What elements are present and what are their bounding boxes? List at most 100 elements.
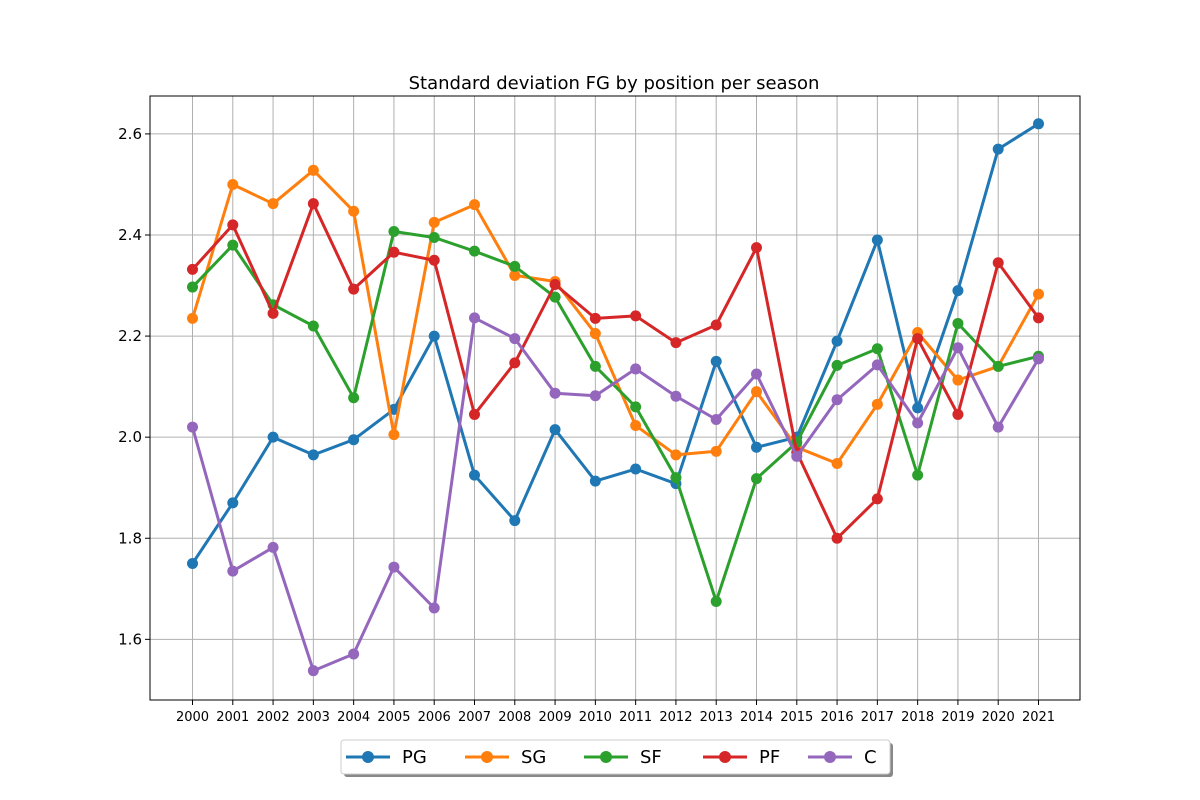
grid-layer bbox=[150, 96, 1080, 700]
data-point bbox=[307, 164, 319, 176]
data-point bbox=[187, 263, 198, 275]
data-point bbox=[831, 335, 843, 347]
data-point bbox=[267, 431, 279, 443]
data-point bbox=[670, 390, 682, 402]
data-point bbox=[469, 245, 480, 257]
data-point bbox=[348, 205, 360, 217]
data-point bbox=[630, 363, 642, 375]
x-tick-label: 2000 bbox=[176, 710, 209, 725]
x-tick-label: 2018 bbox=[901, 710, 934, 725]
data-point bbox=[751, 473, 762, 485]
data-point bbox=[348, 392, 360, 404]
data-point bbox=[388, 561, 400, 573]
x-tick-label: 2014 bbox=[740, 710, 773, 725]
y-tick-label: 1.6 bbox=[118, 630, 142, 648]
data-point bbox=[589, 475, 601, 487]
data-point bbox=[871, 359, 883, 371]
data-point bbox=[428, 216, 440, 228]
x-tick-label: 2007 bbox=[458, 710, 491, 725]
x-tick-label: 2012 bbox=[659, 710, 692, 725]
data-point bbox=[267, 198, 279, 210]
series-c bbox=[187, 312, 1044, 677]
series-line bbox=[191, 202, 1040, 540]
data-point bbox=[992, 143, 1004, 155]
data-point bbox=[751, 242, 762, 254]
data-point bbox=[348, 283, 360, 295]
chart-title: Standard deviation FG by position per se… bbox=[409, 73, 820, 94]
x-axis: 2000 2001 2002 2003 2004 2005 2006 2007 2008 2009… bbox=[176, 700, 1055, 725]
data-point bbox=[831, 532, 843, 544]
data-point bbox=[710, 445, 722, 457]
data-point bbox=[187, 558, 198, 570]
data-point bbox=[307, 449, 319, 461]
y-tick-label: 2.6 bbox=[118, 125, 142, 143]
data-point bbox=[871, 234, 883, 246]
data-point bbox=[710, 413, 722, 425]
data-point bbox=[187, 421, 198, 433]
x-tick-label: 2005 bbox=[377, 710, 410, 725]
data-point bbox=[428, 602, 440, 614]
series-layer bbox=[187, 118, 1044, 677]
series-sf bbox=[187, 225, 1044, 607]
data-point bbox=[227, 178, 239, 190]
legend-label: SF bbox=[640, 747, 662, 768]
data-point bbox=[912, 417, 924, 429]
data-point bbox=[589, 360, 601, 372]
series-line bbox=[191, 168, 1040, 465]
data-point bbox=[630, 401, 642, 413]
data-point bbox=[589, 328, 601, 340]
series-pf bbox=[187, 198, 1044, 544]
data-point bbox=[992, 360, 1004, 372]
y-axis: 1.6 1.8 2.0 2.2 2.4 2.6 bbox=[118, 125, 150, 648]
legend-item-sf: SF bbox=[584, 747, 662, 768]
data-point bbox=[912, 469, 924, 481]
data-point bbox=[307, 320, 319, 332]
data-point bbox=[348, 648, 360, 660]
x-tick-label: 2020 bbox=[982, 710, 1015, 725]
legend-marker bbox=[600, 751, 612, 763]
y-tick-label: 2.2 bbox=[118, 327, 142, 345]
data-point bbox=[710, 319, 722, 331]
data-point bbox=[589, 312, 601, 324]
data-point bbox=[307, 665, 319, 677]
x-tick-label: 2010 bbox=[579, 710, 612, 725]
data-point bbox=[469, 312, 480, 324]
data-point bbox=[509, 260, 521, 272]
x-tick-label: 2009 bbox=[539, 710, 572, 725]
data-point bbox=[952, 317, 964, 329]
data-point bbox=[469, 199, 480, 211]
data-point bbox=[831, 394, 843, 406]
data-point bbox=[428, 254, 440, 266]
data-point bbox=[187, 312, 198, 324]
data-point bbox=[267, 307, 279, 319]
x-tick-label: 2002 bbox=[257, 710, 290, 725]
data-point bbox=[549, 424, 561, 436]
data-point bbox=[227, 239, 239, 251]
data-point bbox=[388, 225, 400, 237]
data-point bbox=[952, 285, 964, 297]
y-tick-label: 2.0 bbox=[118, 428, 142, 446]
data-point bbox=[509, 333, 521, 345]
legend-item-sg: SG bbox=[465, 747, 546, 768]
legend-marker bbox=[824, 751, 836, 763]
legend-marker bbox=[719, 751, 731, 763]
data-point bbox=[227, 219, 239, 231]
legend-marker bbox=[481, 751, 493, 763]
data-point bbox=[871, 398, 883, 410]
x-tick-label: 2003 bbox=[297, 710, 330, 725]
data-point bbox=[912, 333, 924, 345]
data-point bbox=[670, 337, 682, 349]
series-line bbox=[191, 316, 1040, 673]
data-point bbox=[227, 497, 239, 509]
data-point bbox=[549, 291, 561, 303]
x-tick-label: 2011 bbox=[619, 710, 652, 725]
data-point bbox=[831, 457, 843, 469]
legend-label: C bbox=[864, 747, 877, 768]
data-point bbox=[267, 541, 279, 553]
data-point bbox=[952, 408, 964, 420]
x-tick-label: 2008 bbox=[498, 710, 531, 725]
legend-label: PG bbox=[402, 747, 427, 768]
series-line bbox=[191, 122, 1040, 565]
data-point bbox=[751, 386, 762, 398]
